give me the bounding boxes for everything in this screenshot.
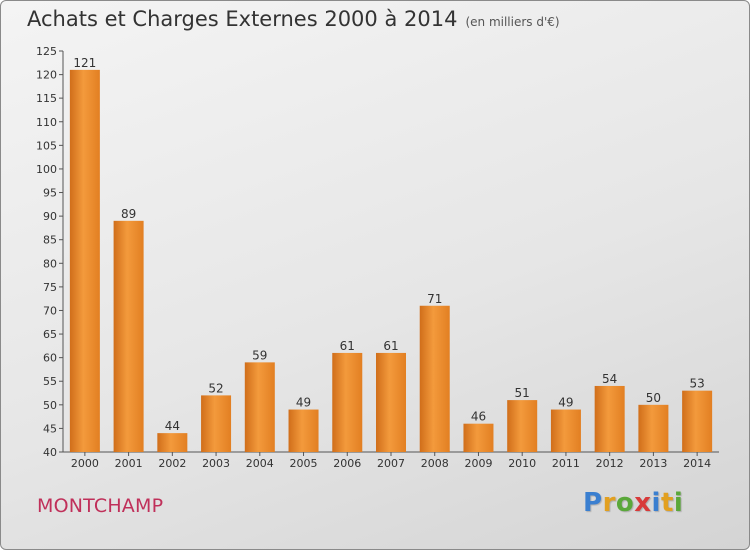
x-tick-label: 2013 [639, 457, 667, 470]
x-tick-label: 2007 [377, 457, 405, 470]
x-tick-label: 2002 [158, 457, 186, 470]
y-tick-label: 40 [43, 446, 57, 459]
bar [507, 400, 538, 452]
y-tick-label: 70 [43, 304, 57, 317]
y-tick-label: 75 [43, 281, 57, 294]
x-tick-label: 2010 [508, 457, 536, 470]
data-label: 46 [471, 410, 486, 424]
logo-letter: P [583, 488, 603, 518]
x-tick-label: 2006 [333, 457, 361, 470]
logo-letter: o [615, 488, 635, 518]
y-tick-label: 65 [43, 328, 57, 341]
x-tick-label: 2003 [202, 457, 230, 470]
data-label: 44 [165, 419, 180, 433]
data-label: 61 [383, 339, 398, 353]
bar [244, 362, 275, 452]
data-label: 54 [602, 372, 617, 386]
y-tick-label: 110 [36, 116, 57, 129]
bar [201, 395, 232, 452]
x-tick-label: 2012 [596, 457, 624, 470]
logo-letter: x [634, 488, 652, 518]
data-label: 121 [73, 56, 96, 70]
y-tick-label: 50 [43, 399, 57, 412]
y-tick-label: 60 [43, 352, 57, 365]
y-tick-label: 80 [43, 257, 57, 270]
data-label: 89 [121, 207, 136, 221]
bar [157, 433, 188, 452]
y-tick-label: 55 [43, 375, 57, 388]
x-tick-label: 2004 [246, 457, 274, 470]
data-label: 52 [208, 381, 223, 395]
data-label: 50 [646, 391, 661, 405]
y-tick-label: 90 [43, 210, 57, 223]
y-tick-label: 100 [36, 163, 57, 176]
bar [288, 409, 319, 452]
chart-title-text: Achats et Charges Externes 2000 à 2014 [27, 7, 458, 31]
y-tick-label: 125 [36, 45, 57, 58]
data-label: 61 [340, 339, 355, 353]
x-tick-label: 2005 [290, 457, 318, 470]
y-tick-label: 85 [43, 234, 57, 247]
y-tick-label: 105 [36, 139, 57, 152]
bar [682, 390, 713, 452]
place-name: MONTCHAMP [37, 495, 164, 517]
data-label: 49 [296, 396, 311, 410]
bar [463, 423, 494, 452]
x-tick-label: 2000 [71, 457, 99, 470]
y-tick-label: 45 [43, 422, 57, 435]
data-label: 59 [252, 348, 267, 362]
y-tick-label: 120 [36, 69, 57, 82]
data-label: 53 [689, 377, 704, 391]
x-tick-label: 2014 [683, 457, 711, 470]
x-tick-label: 2008 [421, 457, 449, 470]
y-tick-label: 95 [43, 187, 57, 200]
chart-title: Achats et Charges Externes 2000 à 2014 (e… [27, 7, 560, 31]
x-tick-label: 2001 [115, 457, 143, 470]
data-label: 51 [515, 386, 530, 400]
bar [419, 305, 450, 452]
y-tick-label: 115 [36, 92, 57, 105]
data-label: 71 [427, 292, 442, 306]
bar [113, 220, 144, 452]
data-label: 49 [558, 396, 573, 410]
chart-subtitle: (en milliers d'€) [465, 15, 560, 29]
bar [594, 385, 625, 452]
bar [550, 409, 581, 452]
proxiti-logo: Proxiti [583, 488, 683, 518]
x-tick-label: 2011 [552, 457, 580, 470]
bar [376, 352, 406, 452]
logo-letter: i [673, 488, 684, 518]
x-tick-label: 2009 [464, 457, 492, 470]
logo-letter: r [602, 488, 616, 518]
bar [332, 352, 363, 452]
bar [638, 404, 669, 452]
logo-letter: i [651, 488, 661, 518]
logo-letter: t [660, 488, 674, 518]
bar [69, 69, 100, 452]
